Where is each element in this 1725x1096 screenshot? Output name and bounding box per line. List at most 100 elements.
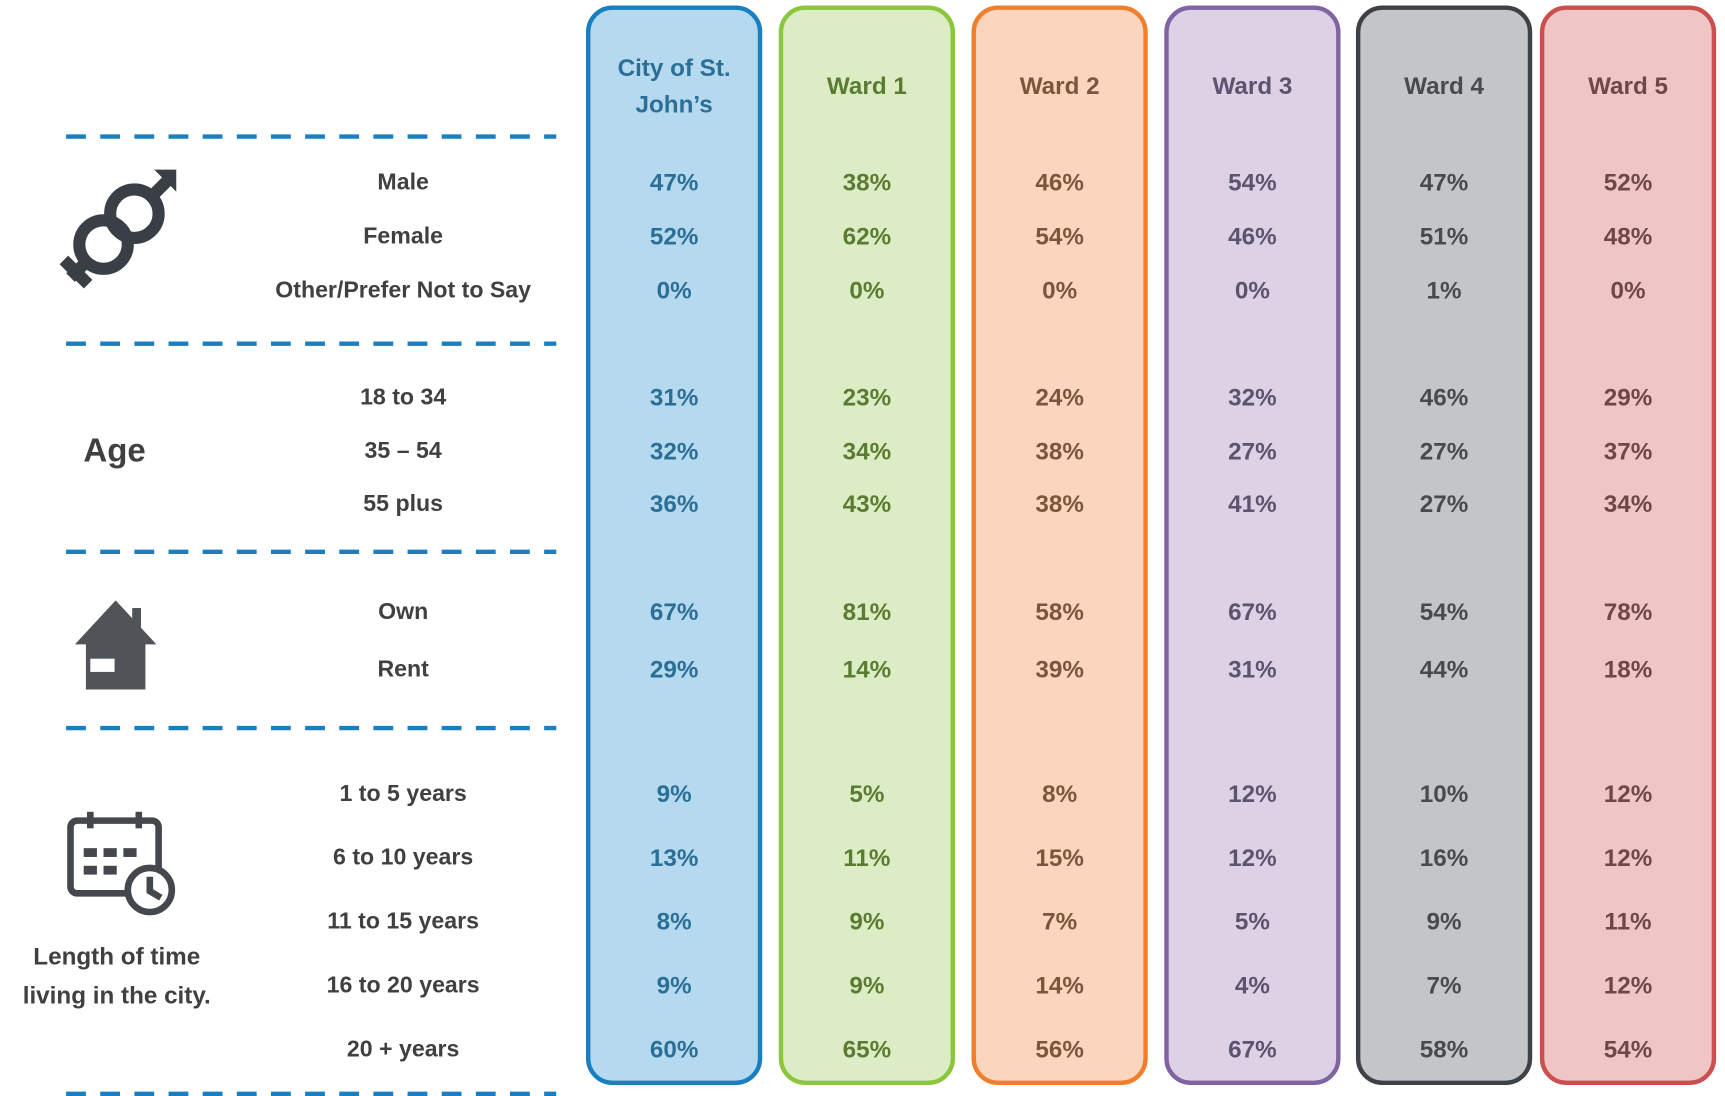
cell-value: 12% (1603, 779, 1653, 808)
cell-value: 10% (1419, 779, 1469, 808)
column-header: Ward 1 (826, 72, 907, 100)
cell-value: 12% (1603, 971, 1653, 1000)
row-label: Rent (377, 656, 429, 682)
cell-value: 7% (1042, 907, 1078, 936)
cell-value: 34% (1603, 490, 1653, 518)
cell-value: 37% (1603, 437, 1653, 465)
cell-value: 60% (649, 1035, 699, 1063)
cell-value: 12% (1228, 779, 1277, 808)
cell-value: 14% (1035, 971, 1084, 1000)
cell-value: 47% (649, 168, 699, 197)
row-label: 11 to 15 years (327, 908, 480, 935)
section-label: Length of time living in the city. (22, 942, 211, 1009)
column-header: Ward 5 (1588, 72, 1668, 100)
cell-value: 62% (842, 222, 892, 251)
column-header: Ward 3 (1212, 72, 1293, 100)
cell-value: 54% (1035, 222, 1084, 251)
cell-value: 9% (849, 971, 885, 1000)
cell-value: 39% (1035, 655, 1084, 683)
cell-value: 41% (1228, 490, 1277, 518)
cell-value: 58% (1035, 598, 1084, 626)
cell-value: 9% (656, 779, 692, 808)
cell-value: 0% (1610, 276, 1646, 305)
cell-value: 8% (1042, 779, 1078, 808)
cell-value: 46% (1228, 222, 1277, 251)
cell-value: 52% (649, 222, 699, 251)
cell-value: 9% (1426, 907, 1462, 936)
cell-value: 51% (1419, 222, 1469, 251)
cell-value: 56% (1035, 1035, 1084, 1063)
cell-value: 47% (1419, 168, 1469, 197)
row-label: 35 – 54 (364, 438, 442, 464)
cell-value: 54% (1603, 1035, 1653, 1063)
column-box (971, 5, 1148, 1085)
cell-value: 5% (849, 779, 885, 808)
cell-value: 0% (849, 276, 885, 305)
cell-value: 34% (842, 437, 892, 465)
cell-value: 32% (1228, 383, 1277, 411)
cell-value: 81% (842, 598, 892, 626)
row-label: 20 + years (346, 1036, 460, 1062)
cell-value: 12% (1603, 843, 1653, 872)
row-label: Other/Prefer Not to Say (275, 277, 532, 303)
cell-value: 27% (1419, 490, 1469, 518)
cell-value: 78% (1603, 598, 1653, 626)
cell-value: 16% (1419, 843, 1469, 872)
cell-value: 24% (1035, 383, 1084, 411)
cell-value: 52% (1603, 168, 1653, 197)
row-label: 1 to 5 years (339, 780, 467, 807)
cell-value: 67% (649, 598, 699, 626)
column-boxes (585, 5, 1717, 1085)
cell-value: 13% (649, 843, 699, 872)
cell-value: 23% (842, 383, 892, 411)
cell-value: 29% (1603, 383, 1653, 411)
cell-value: 31% (649, 383, 699, 411)
cell-value: 38% (1035, 490, 1084, 518)
cell-value: 29% (649, 655, 699, 683)
section-label: Age (83, 432, 146, 470)
house-icon (74, 600, 157, 690)
row-label: Female (363, 223, 444, 249)
row-label: Male (377, 169, 429, 195)
cell-value: 18% (1603, 655, 1653, 683)
cell-value: 0% (656, 276, 692, 305)
cell-value: 44% (1419, 655, 1469, 683)
cell-value: 54% (1228, 168, 1277, 197)
cell-value: 15% (1035, 843, 1084, 872)
cell-value: 12% (1228, 843, 1277, 872)
cell-value: 38% (842, 168, 892, 197)
cell-value: 9% (656, 971, 692, 1000)
column-box (585, 5, 763, 1085)
cell-value: 0% (1042, 276, 1078, 305)
cell-value: 43% (842, 490, 892, 518)
cell-value: 27% (1228, 437, 1277, 465)
row-label: 18 to 34 (360, 384, 447, 410)
cell-value: 54% (1419, 598, 1469, 626)
cell-value: 7% (1426, 971, 1462, 1000)
cell-value: 38% (1035, 437, 1084, 465)
cell-value: 4% (1234, 971, 1270, 1000)
cell-value: 11% (1604, 907, 1652, 936)
column-header: Ward 2 (1019, 72, 1100, 100)
cell-value: 9% (849, 907, 885, 936)
gender-icon (59, 174, 174, 289)
cell-value: 46% (1419, 383, 1469, 411)
cell-value: 67% (1228, 598, 1277, 626)
cell-value: 27% (1419, 437, 1469, 465)
cell-value: 46% (1035, 168, 1084, 197)
column-header: Ward 4 (1404, 72, 1485, 100)
row-label: Own (378, 599, 429, 625)
row-label: 16 to 20 years (326, 972, 480, 998)
column-box (1164, 5, 1341, 1085)
calendar-cells (83, 848, 137, 875)
cell-value: 11% (843, 843, 891, 872)
cell-value: 1% (1426, 276, 1462, 305)
row-label: 6 to 10 years (333, 844, 474, 871)
column-box (1539, 5, 1717, 1085)
column-box (1355, 5, 1533, 1085)
cell-value: 32% (649, 437, 699, 465)
column-header: City of St. John’s (617, 53, 731, 118)
row-label: 55 plus (363, 491, 444, 517)
cell-value: 36% (649, 490, 699, 518)
